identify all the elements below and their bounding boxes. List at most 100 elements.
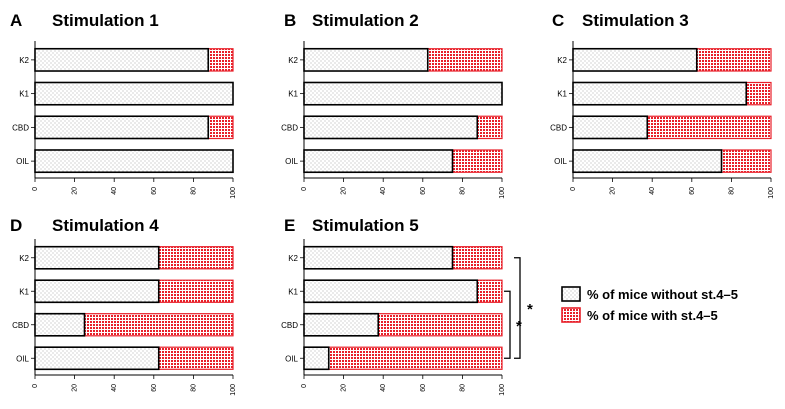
x-tick-label: 20 (341, 187, 348, 195)
x-tick-label: 100 (499, 384, 506, 396)
category-label: K2 (288, 254, 298, 263)
bar-without-st45 (304, 247, 453, 269)
significance-star: * (516, 318, 522, 335)
bar-with-st45 (428, 49, 502, 71)
panel-letter: A (10, 11, 22, 30)
bar-with-st45 (208, 49, 233, 71)
x-tick-label: 100 (230, 187, 237, 199)
bar-without-st45 (573, 116, 647, 138)
x-tick-label: 40 (649, 187, 656, 195)
category-label: CBD (281, 321, 298, 330)
bar-without-st45 (304, 49, 428, 71)
chart-panel-d: D Stimulation 4 K2 K1 CBD OIL 0 20 40 60 80 100 (10, 216, 237, 396)
bar-without-st45 (35, 247, 159, 269)
x-tick-label: 80 (728, 187, 735, 195)
bar-with-st45 (378, 314, 502, 336)
x-tick-label: 0 (570, 187, 577, 191)
panel-letter: D (10, 216, 22, 235)
category-label: K1 (19, 90, 29, 99)
bar-with-st45 (453, 247, 503, 269)
bar-without-st45 (304, 314, 378, 336)
category-label: OIL (285, 157, 298, 166)
category-label: K2 (19, 56, 29, 65)
chart-panel-b: B Stimulation 2 K2 K1 CBD OIL 0 20 40 60 80 100 (281, 11, 506, 199)
bar-with-st45 (477, 280, 502, 302)
bar-with-st45 (208, 116, 233, 138)
category-label: CBD (12, 321, 29, 330)
category-label: OIL (16, 354, 29, 363)
x-tick-label: 0 (301, 187, 308, 191)
x-tick-label: 100 (768, 187, 775, 199)
bar-without-st45 (35, 347, 159, 369)
legend-label-with: % of mice with st.4–5 (587, 308, 718, 323)
x-tick-label: 80 (190, 384, 197, 392)
bar-with-st45 (746, 82, 771, 104)
x-tick-label: 40 (111, 384, 118, 392)
category-label: K1 (19, 287, 29, 296)
bar-with-st45 (159, 347, 233, 369)
x-tick-label: 0 (32, 384, 39, 388)
category-label: K1 (288, 90, 298, 99)
bar-with-st45 (159, 247, 233, 269)
chart-panel-e: E Stimulation 5 K2 K1 CBD OIL 0 20 40 60 80 100 * * (281, 216, 533, 396)
x-tick-label: 80 (459, 187, 466, 195)
panel-letter: E (284, 216, 295, 235)
figure-canvas: A Stimulation 1 K2 K1 CBD OIL 0 20 40 60 80 100 B Sti… (0, 0, 785, 409)
x-tick-label: 40 (380, 384, 387, 392)
bar-with-st45 (477, 116, 502, 138)
bar-without-st45 (35, 150, 233, 172)
panel-letter: B (284, 11, 296, 30)
chart-panel-a: A Stimulation 1 K2 K1 CBD OIL 0 20 40 60 80 100 (10, 11, 237, 199)
bar-without-st45 (304, 347, 329, 369)
bar-with-st45 (159, 280, 233, 302)
category-label: CBD (12, 123, 29, 132)
bar-with-st45 (85, 314, 234, 336)
bar-without-st45 (35, 49, 208, 71)
bar-without-st45 (573, 49, 697, 71)
legend-swatch-without (562, 287, 580, 301)
bar-without-st45 (573, 150, 722, 172)
chart-title: Stimulation 5 (312, 216, 419, 235)
panel-letter: C (552, 11, 564, 30)
x-tick-label: 60 (151, 384, 158, 392)
x-tick-label: 60 (151, 187, 158, 195)
x-tick-label: 20 (72, 187, 79, 195)
category-label: K2 (288, 56, 298, 65)
category-label: K1 (557, 90, 567, 99)
x-tick-label: 40 (380, 187, 387, 195)
bar-without-st45 (304, 82, 502, 104)
significance-bracket (514, 258, 520, 359)
chart-title: Stimulation 2 (312, 11, 419, 30)
chart-title: Stimulation 3 (582, 11, 689, 30)
significance-bracket (504, 291, 510, 358)
bar-with-st45 (647, 116, 771, 138)
x-tick-label: 60 (420, 384, 427, 392)
bar-without-st45 (573, 82, 746, 104)
legend-swatch-with (562, 308, 580, 322)
chart-title: Stimulation 1 (52, 11, 159, 30)
bar-without-st45 (35, 314, 85, 336)
bar-without-st45 (35, 116, 208, 138)
bar-without-st45 (304, 150, 453, 172)
category-label: K2 (557, 56, 567, 65)
x-tick-label: 40 (111, 187, 118, 195)
x-tick-label: 20 (341, 384, 348, 392)
x-tick-label: 100 (499, 187, 506, 199)
category-label: CBD (550, 123, 567, 132)
category-label: OIL (16, 157, 29, 166)
x-tick-label: 0 (32, 187, 39, 191)
chart-panel-c: C Stimulation 3 K2 K1 CBD OIL 0 20 40 60 80 100 (550, 11, 775, 199)
bar-without-st45 (35, 82, 233, 104)
legend: % of mice without st.4–5 % of mice with s… (562, 287, 738, 323)
x-tick-label: 0 (301, 384, 308, 388)
category-label: OIL (554, 157, 567, 166)
x-tick-label: 20 (610, 187, 617, 195)
x-tick-label: 20 (72, 384, 79, 392)
bar-with-st45 (329, 347, 502, 369)
category-label: K2 (19, 254, 29, 263)
legend-label-without: % of mice without st.4–5 (587, 287, 738, 302)
category-label: K1 (288, 287, 298, 296)
bar-without-st45 (304, 280, 477, 302)
x-tick-label: 100 (230, 384, 237, 396)
category-label: OIL (285, 354, 298, 363)
